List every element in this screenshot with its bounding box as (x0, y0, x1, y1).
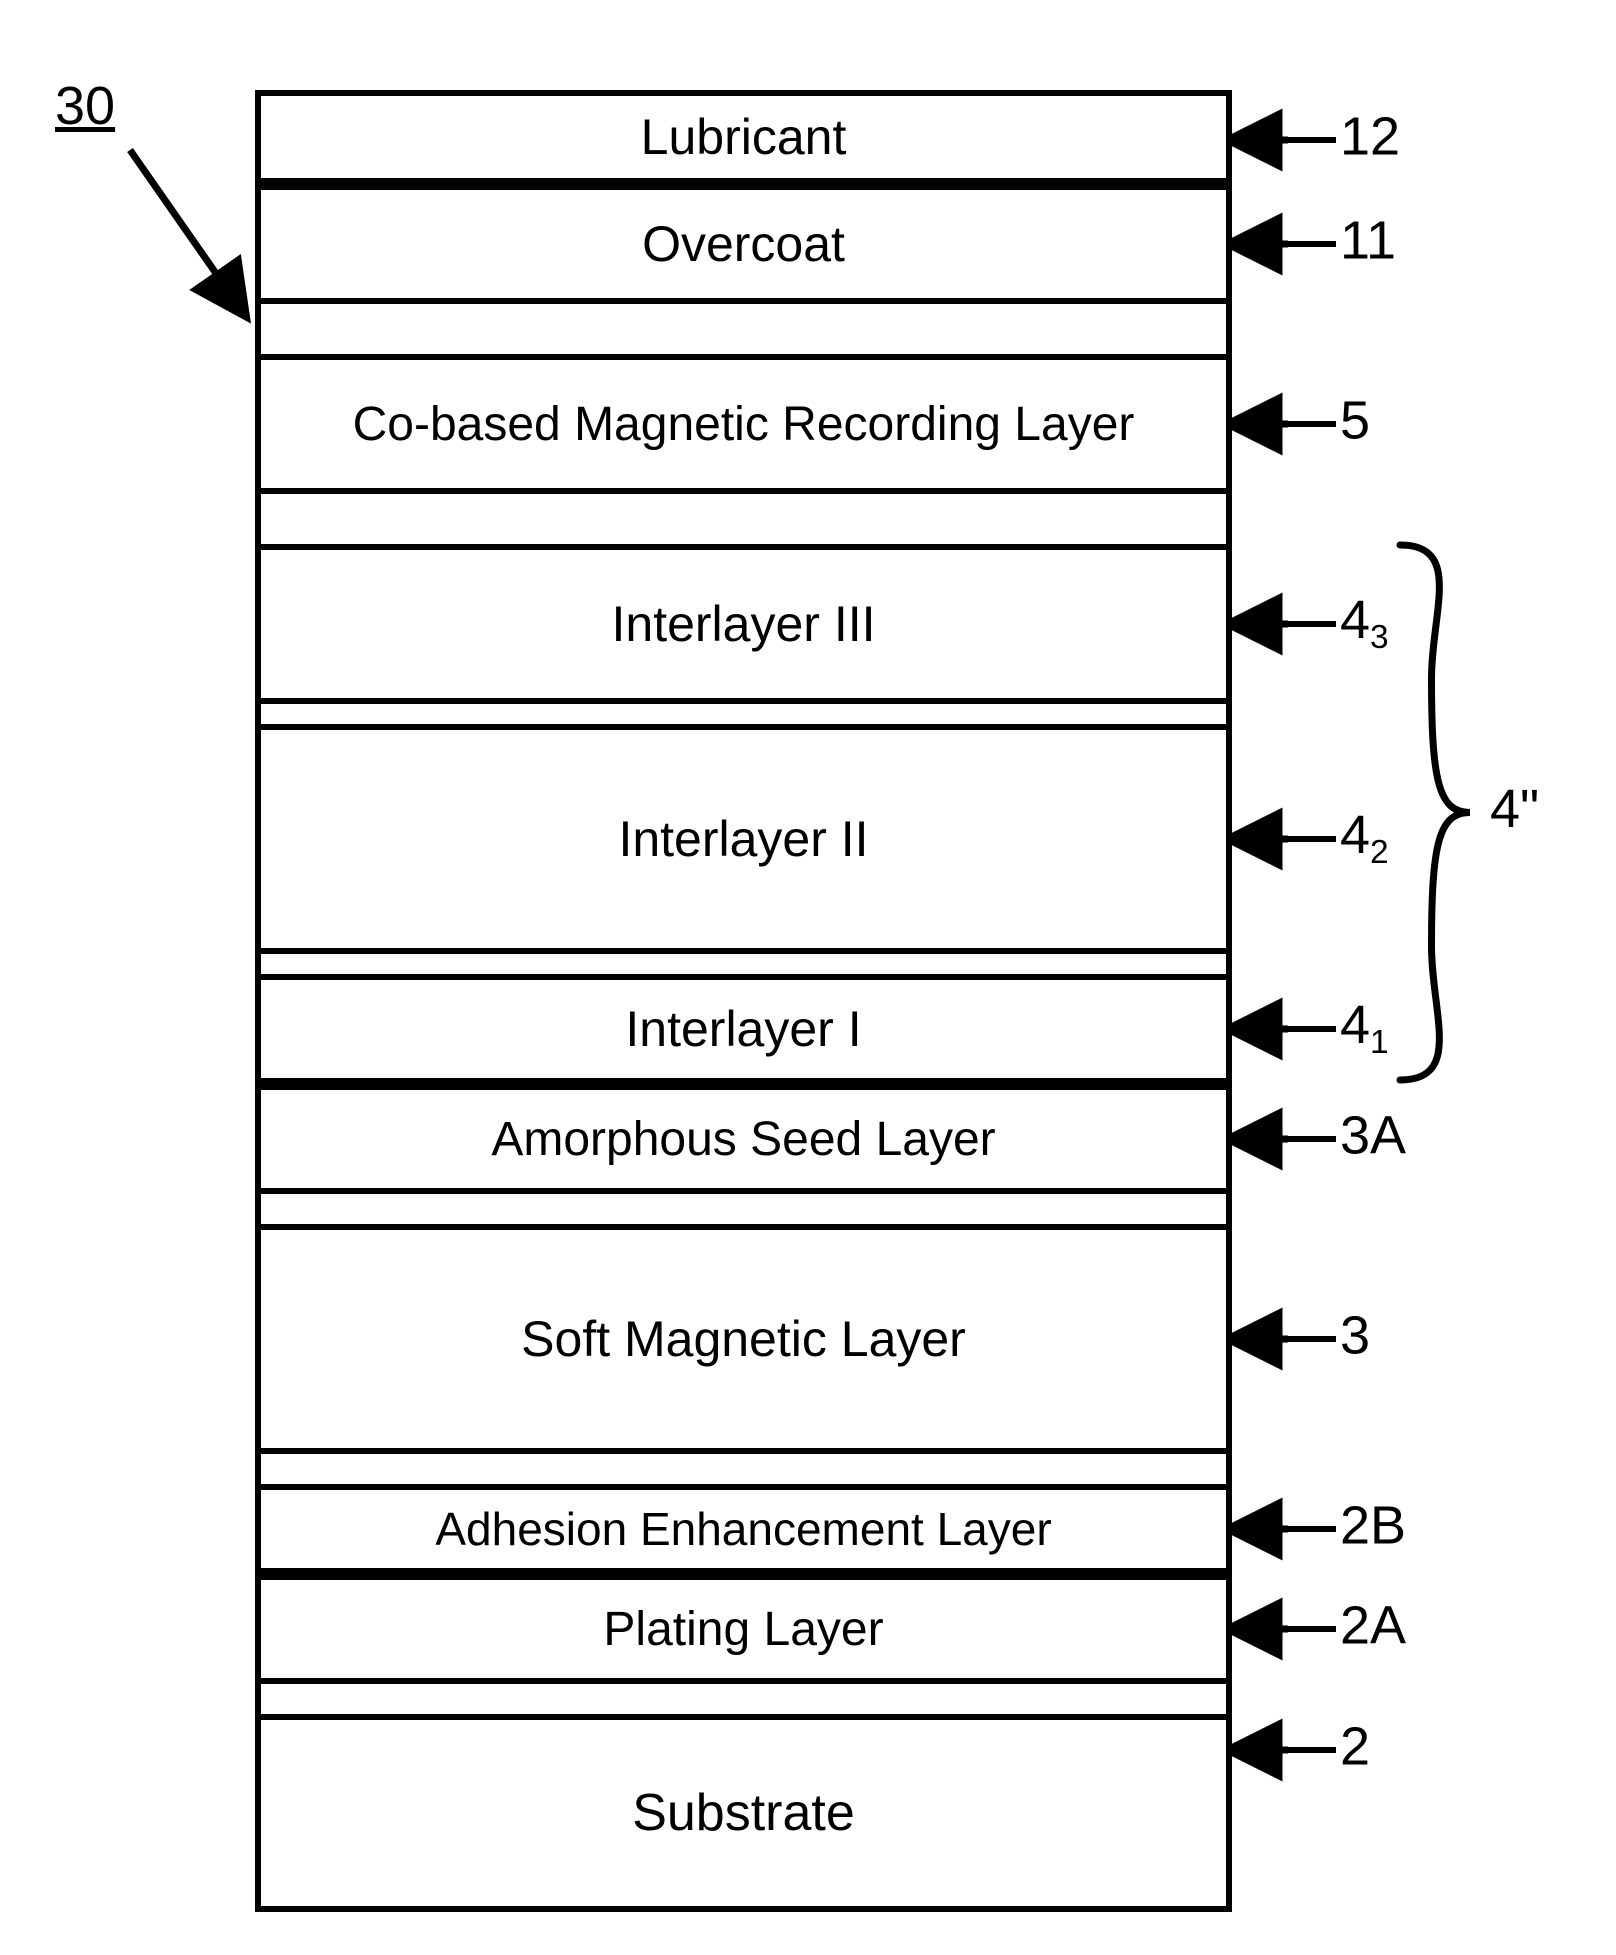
layer-4_2: Interlayer II (261, 724, 1226, 954)
layer-3: Soft Magnetic Layer (261, 1224, 1226, 1454)
layer-label: Interlayer I (625, 1000, 861, 1058)
figure-id: 30 (55, 75, 115, 137)
svg-text:11: 11 (1340, 210, 1396, 270)
layer-stack: Lubricant Overcoat Co-based Magnetic Recor… (255, 90, 1232, 1912)
layer-2A: Plating Layer (261, 1574, 1226, 1684)
layer-label: Lubricant (641, 108, 847, 166)
layer-label: Substrate (632, 1783, 855, 1843)
svg-text:41: 41 (1340, 995, 1389, 1061)
layer-label: Overcoat (642, 215, 845, 273)
svg-text:43: 43 (1340, 590, 1389, 656)
layer-label: Adhesion Enhancement Layer (435, 1502, 1051, 1556)
layer-label: Co-based Magnetic Recording Layer (353, 397, 1135, 452)
svg-text:2: 2 (1340, 1716, 1370, 1776)
svg-text:12: 12 (1340, 106, 1400, 166)
svg-text:5: 5 (1340, 390, 1370, 450)
layer-12: Lubricant (261, 96, 1226, 184)
svg-text:3: 3 (1340, 1305, 1370, 1365)
layer-11: Overcoat (261, 184, 1226, 304)
svg-text:42: 42 (1340, 805, 1389, 871)
layer-4_3: Interlayer III (261, 544, 1226, 704)
layer-label: Soft Magnetic Layer (521, 1310, 966, 1368)
layer-label: Plating Layer (603, 1602, 883, 1657)
svg-text:2A: 2A (1340, 1595, 1406, 1655)
svg-text:4": 4" (1490, 779, 1539, 839)
layer-4_1: Interlayer I (261, 974, 1226, 1084)
layer-5: Co-based Magnetic Recording Layer (261, 354, 1226, 494)
layer-2: Substrate (261, 1714, 1226, 1906)
layer-2B: Adhesion Enhancement Layer (261, 1484, 1226, 1574)
svg-text:2B: 2B (1340, 1495, 1406, 1555)
layer-label: Amorphous Seed Layer (491, 1112, 995, 1167)
layer-label: Interlayer III (612, 595, 876, 653)
svg-text:3A: 3A (1340, 1105, 1406, 1165)
layer-3A: Amorphous Seed Layer (261, 1084, 1226, 1194)
layer-label: Interlayer II (618, 810, 868, 868)
